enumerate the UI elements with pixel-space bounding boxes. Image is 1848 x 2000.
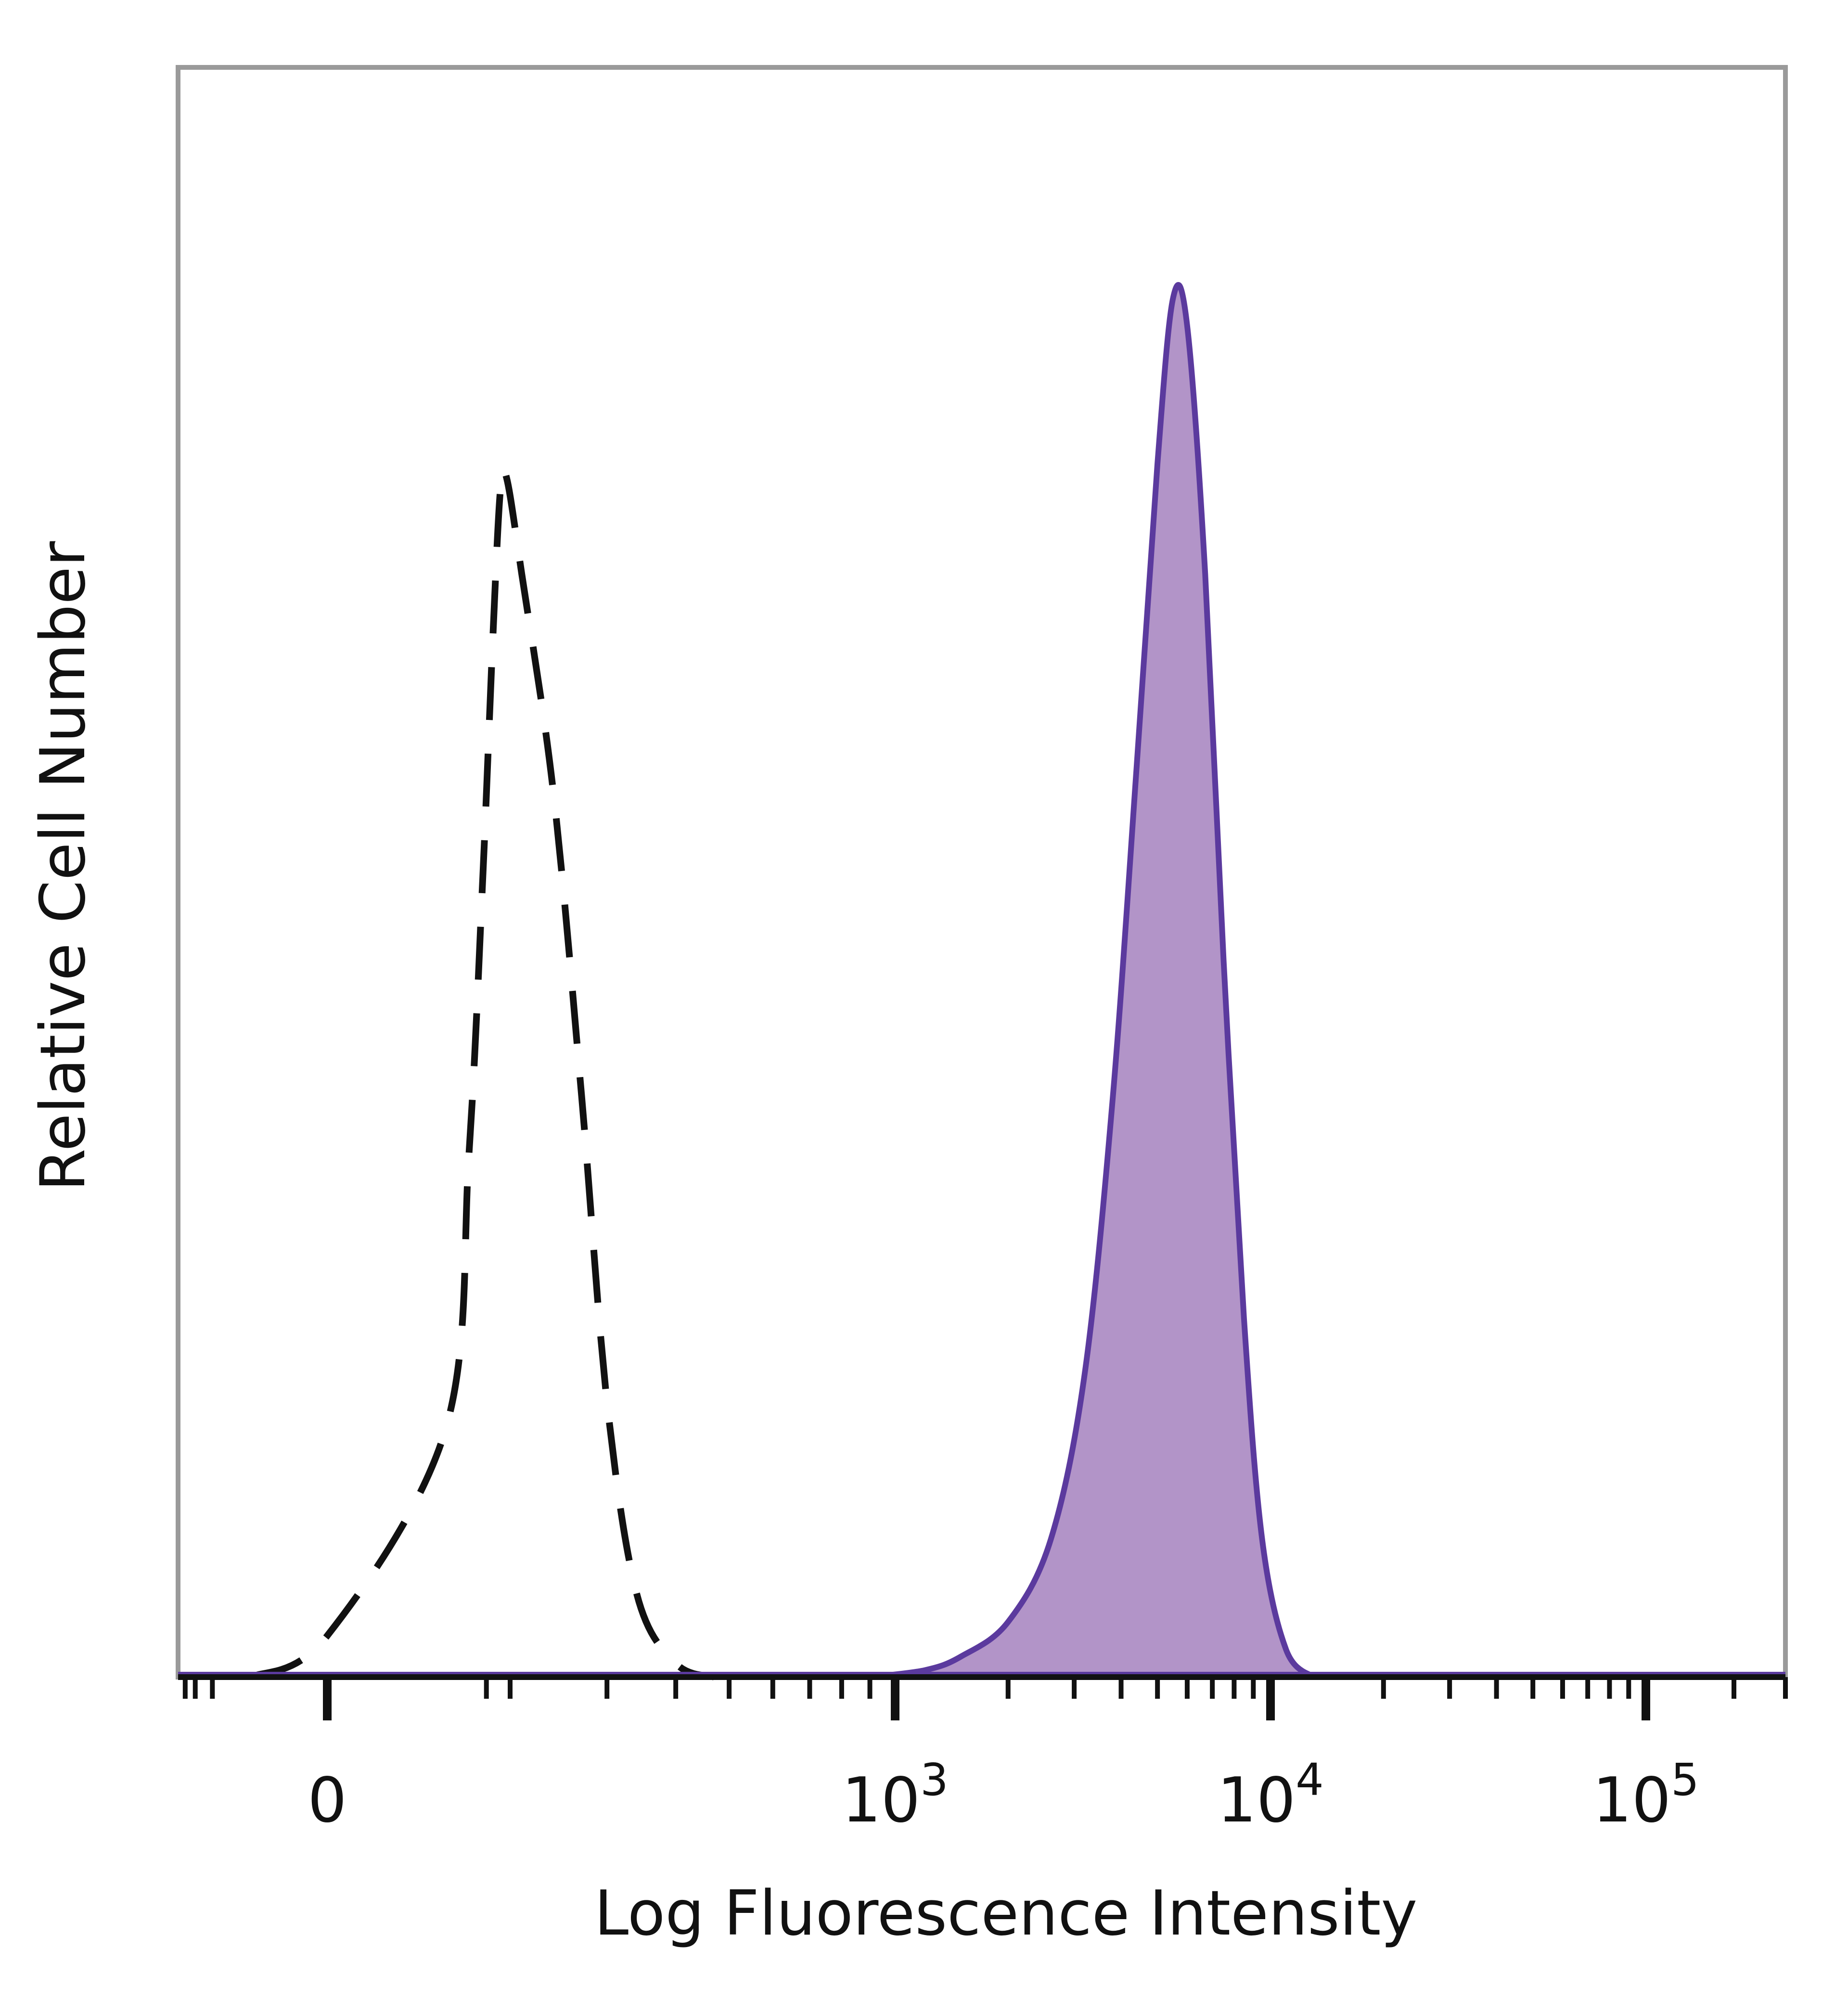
x-tick-label: 105 [1592,1754,1699,1836]
x-tick-label: 103 [842,1754,948,1836]
x-axis-label: Log Fluorescence Intensity [594,1878,1417,1949]
plot-frame [176,65,1788,1679]
x-tick-label: 0 [308,1765,346,1836]
y-axis-label: Relative Cell Number [27,541,99,1191]
tick-labels: 0 103 104 105 [308,1754,1699,1836]
major-ticks [323,1677,1650,1720]
series-1-fill [870,284,1313,1678]
series-1-line [869,282,1316,1680]
minor-ticks [182,1677,1788,1699]
x-tick-label: 104 [1217,1754,1323,1836]
